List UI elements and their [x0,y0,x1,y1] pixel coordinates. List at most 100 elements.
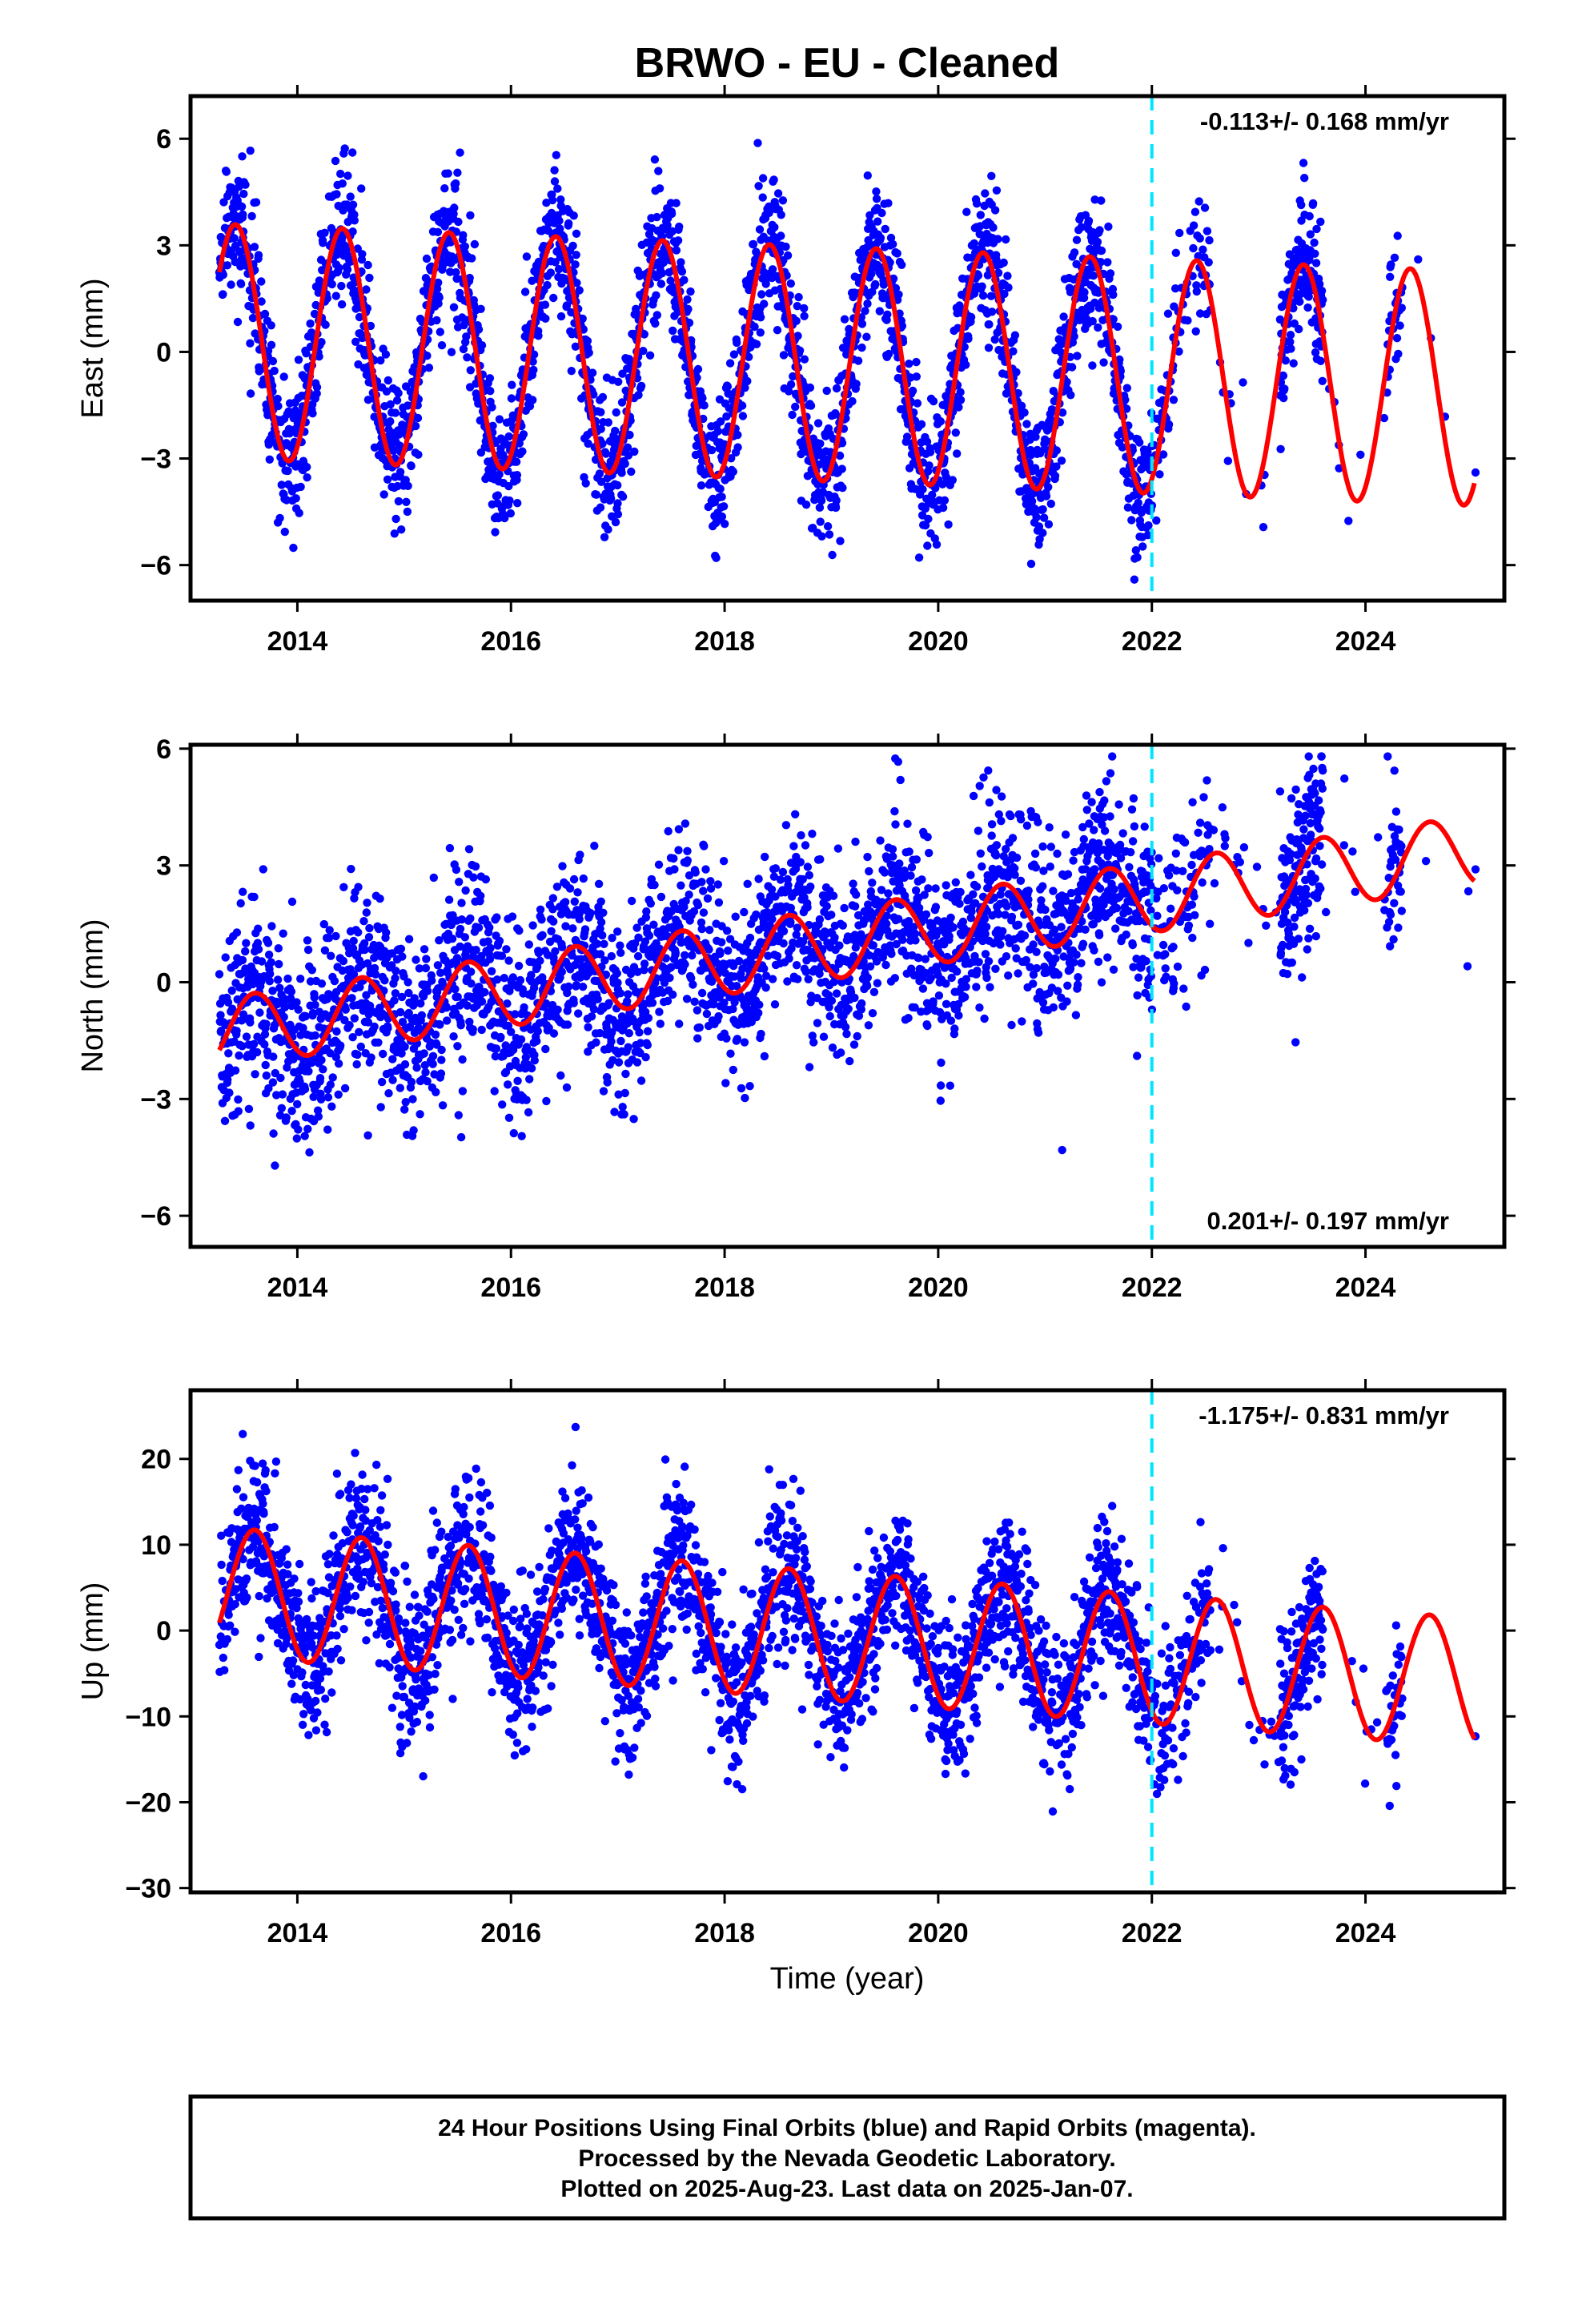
data-point [699,887,708,895]
data-point [636,270,644,279]
data-point [655,1007,664,1016]
data-point [755,1000,764,1009]
data-point [761,279,770,288]
data-point [716,485,725,493]
data-point [477,1025,486,1035]
data-point [1097,246,1106,255]
data-point [492,975,502,984]
data-point [682,995,692,1003]
data-point [480,987,489,997]
data-point [370,1022,379,1031]
data-point [411,421,420,431]
data-point [1067,363,1077,372]
data-point [358,250,367,259]
data-point [743,879,752,889]
data-point [1386,272,1395,281]
data-point [481,875,490,884]
data-point [255,1008,264,1017]
data-point [592,1038,600,1047]
data-point [246,147,255,155]
data-point [388,1055,397,1063]
data-point [454,1111,463,1120]
y-tick-label: 3 [156,231,171,261]
data-point [1010,331,1020,340]
data-point [239,210,247,219]
data-point [316,1095,326,1104]
data-point [800,304,809,313]
data-point [460,242,469,251]
data-point [536,956,544,965]
data-point [837,439,847,448]
data-point [340,144,349,153]
data-point [754,875,763,883]
data-point [233,317,243,327]
data-point [987,171,996,180]
data-point [402,497,411,506]
data-point [1020,408,1029,417]
data-point [572,279,581,287]
data-point [1344,517,1353,525]
data-point [550,166,559,175]
data-point [768,915,777,924]
data-point [464,845,474,854]
data-point [596,477,606,486]
data-point [562,301,572,310]
data-point [867,269,876,279]
data-point [783,251,793,260]
data-point [893,249,901,258]
data-point [778,196,788,205]
data-point [590,842,599,850]
data-point [421,963,431,973]
data-point [644,1014,653,1023]
data-point [871,279,880,289]
data-point [1046,499,1056,509]
data-point [849,1040,859,1049]
data-point [1295,324,1303,334]
data-point [565,884,575,893]
data-point [232,1027,241,1035]
data-point [769,175,778,184]
data-point [617,398,627,407]
data-point [513,1076,522,1086]
data-point [437,1055,446,1064]
data-point [1099,358,1108,367]
data-point [948,476,958,485]
data-point [768,975,777,983]
data-point [444,895,454,904]
data-point [635,1028,644,1037]
data-point [570,897,579,907]
data-point [388,1076,397,1084]
data-point [524,1108,533,1117]
data-point [599,908,608,918]
data-point [403,507,412,517]
data-point [913,399,922,408]
data-point [700,842,709,850]
data-point [495,470,504,479]
data-point [1169,396,1178,404]
data-point [423,352,432,360]
data-point [1009,347,1018,356]
data-point [1203,227,1212,235]
data-point [219,270,227,279]
data-point [624,990,632,999]
x-tick-label: 2016 [480,626,541,657]
data-point [352,1059,361,1069]
data-point [355,1027,363,1037]
data-point [777,211,785,219]
data-point [364,933,374,942]
data-point [234,1095,243,1104]
rate-annotation: -0.113+/- 0.168 mm/yr [1200,107,1449,135]
data-point [507,394,516,403]
data-point [269,1052,278,1061]
data-point [239,887,247,896]
data-point [1223,456,1233,465]
data-point [699,908,709,917]
data-point [400,1042,409,1051]
data-point [733,338,741,348]
data-point [836,537,845,545]
data-point [537,915,546,924]
data-point [1088,361,1097,370]
data-point [293,1100,302,1109]
data-point [607,951,616,961]
